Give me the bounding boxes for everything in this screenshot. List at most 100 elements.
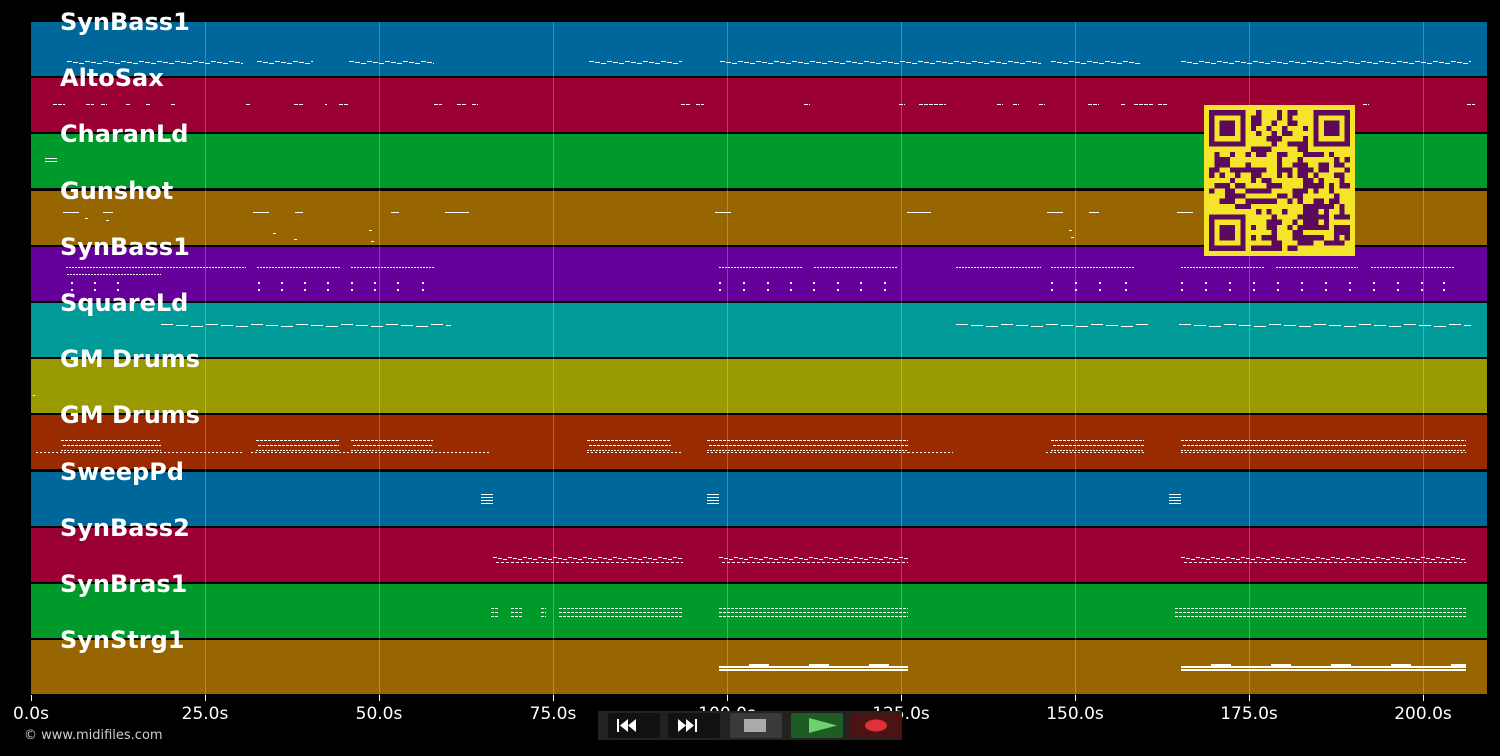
midi-note bbox=[1244, 266, 1246, 268]
midi-note bbox=[1075, 288, 1077, 291]
midi-note bbox=[1193, 63, 1198, 64]
midi-note bbox=[667, 608, 670, 609]
midi-note bbox=[1196, 556, 1200, 558]
midi-note bbox=[803, 452, 805, 454]
midi-note bbox=[1215, 612, 1218, 613]
midi-note bbox=[871, 266, 873, 268]
midi-note bbox=[930, 63, 935, 64]
midi-note bbox=[1397, 440, 1400, 442]
midi-note bbox=[1108, 450, 1110, 452]
midi-note bbox=[344, 104, 348, 106]
midi-note bbox=[325, 450, 327, 452]
midi-note bbox=[871, 616, 874, 617]
midi-note bbox=[651, 616, 654, 617]
midi-note bbox=[1215, 445, 1218, 447]
midi-note bbox=[648, 557, 652, 559]
midi-note bbox=[1057, 62, 1062, 63]
track-lane[interactable]: SynStrg1 bbox=[31, 626, 1487, 695]
midi-note bbox=[1084, 450, 1086, 452]
track-lane[interactable]: SquareLd bbox=[31, 289, 1487, 357]
track-lane[interactable]: SweepPd bbox=[31, 458, 1487, 526]
stop-button[interactable] bbox=[730, 713, 782, 738]
midi-note bbox=[1399, 561, 1402, 563]
record-button[interactable] bbox=[850, 713, 902, 738]
midi-note bbox=[1433, 452, 1435, 454]
midi-note bbox=[1431, 608, 1434, 609]
midi-note bbox=[1081, 445, 1084, 447]
midi-note bbox=[91, 104, 94, 106]
midi-note bbox=[1284, 561, 1287, 563]
midi-note bbox=[1335, 608, 1338, 609]
rewind-button[interactable] bbox=[608, 713, 660, 738]
midi-note bbox=[707, 493, 719, 495]
midi-note bbox=[1301, 556, 1305, 558]
track-lane[interactable]: SynBass2 bbox=[31, 514, 1487, 582]
midi-note bbox=[1371, 558, 1375, 560]
midi-note bbox=[678, 557, 682, 559]
midi-note bbox=[1385, 62, 1390, 63]
track-lane[interactable]: GM Drums bbox=[31, 401, 1487, 470]
midi-note bbox=[668, 558, 672, 560]
midi-note bbox=[1229, 440, 1232, 442]
midi-note bbox=[1109, 445, 1112, 447]
midi-note bbox=[79, 450, 81, 452]
midi-note bbox=[1333, 452, 1335, 454]
midi-note bbox=[374, 288, 376, 291]
midi-note bbox=[713, 445, 716, 447]
midi-note bbox=[506, 561, 509, 563]
midi-note bbox=[1038, 63, 1041, 64]
midi-note bbox=[719, 608, 722, 609]
midi-note bbox=[228, 452, 230, 454]
track-lane[interactable]: SynBras1 bbox=[31, 570, 1487, 638]
midi-note bbox=[262, 450, 264, 452]
midi-note bbox=[791, 616, 794, 617]
midi-note bbox=[1379, 616, 1382, 617]
midi-note bbox=[160, 273, 161, 275]
midi-note bbox=[1221, 452, 1223, 454]
midi-note bbox=[1361, 440, 1364, 442]
midi-note bbox=[1389, 561, 1392, 563]
midi-note bbox=[1297, 452, 1299, 454]
midi-note bbox=[1457, 450, 1459, 452]
midi-note bbox=[1429, 440, 1432, 442]
midi-note bbox=[1217, 450, 1219, 452]
midi-note bbox=[204, 452, 206, 454]
midi-note bbox=[679, 452, 681, 454]
midi-note bbox=[287, 266, 289, 268]
midi-note bbox=[751, 452, 753, 454]
midi-note bbox=[823, 452, 825, 454]
midi-note bbox=[1435, 612, 1438, 613]
midi-note bbox=[503, 558, 507, 560]
midi-note bbox=[783, 452, 785, 454]
track-lane[interactable]: GM Drums bbox=[31, 345, 1487, 414]
fast-forward-button[interactable] bbox=[668, 713, 720, 738]
midi-note bbox=[372, 450, 374, 452]
midi-note bbox=[787, 612, 790, 613]
midi-note bbox=[777, 445, 780, 447]
midi-note bbox=[363, 450, 365, 452]
midi-note bbox=[257, 266, 259, 268]
play-button[interactable] bbox=[791, 713, 843, 738]
midi-note bbox=[1430, 450, 1432, 452]
midi-note bbox=[1010, 266, 1012, 268]
midi-note bbox=[148, 273, 150, 275]
midi-note bbox=[864, 61, 869, 62]
midi-note bbox=[296, 324, 308, 325]
midi-note bbox=[1380, 266, 1382, 268]
midi-note bbox=[61, 440, 64, 442]
midi-note bbox=[290, 266, 292, 268]
midi-note bbox=[157, 450, 159, 452]
midi-note bbox=[1207, 445, 1210, 447]
midi-note bbox=[845, 445, 848, 447]
track-lane[interactable]: SynBass1 bbox=[31, 8, 1487, 76]
midi-note bbox=[649, 62, 654, 63]
midi-note bbox=[659, 612, 662, 613]
midi-note bbox=[1013, 104, 1017, 106]
midi-note bbox=[1310, 450, 1312, 452]
midi-note bbox=[359, 452, 361, 454]
midi-note bbox=[1250, 266, 1252, 268]
midi-note bbox=[1199, 450, 1201, 452]
midi-note bbox=[1303, 608, 1306, 609]
midi-note bbox=[1315, 266, 1317, 268]
midi-note bbox=[66, 266, 68, 268]
